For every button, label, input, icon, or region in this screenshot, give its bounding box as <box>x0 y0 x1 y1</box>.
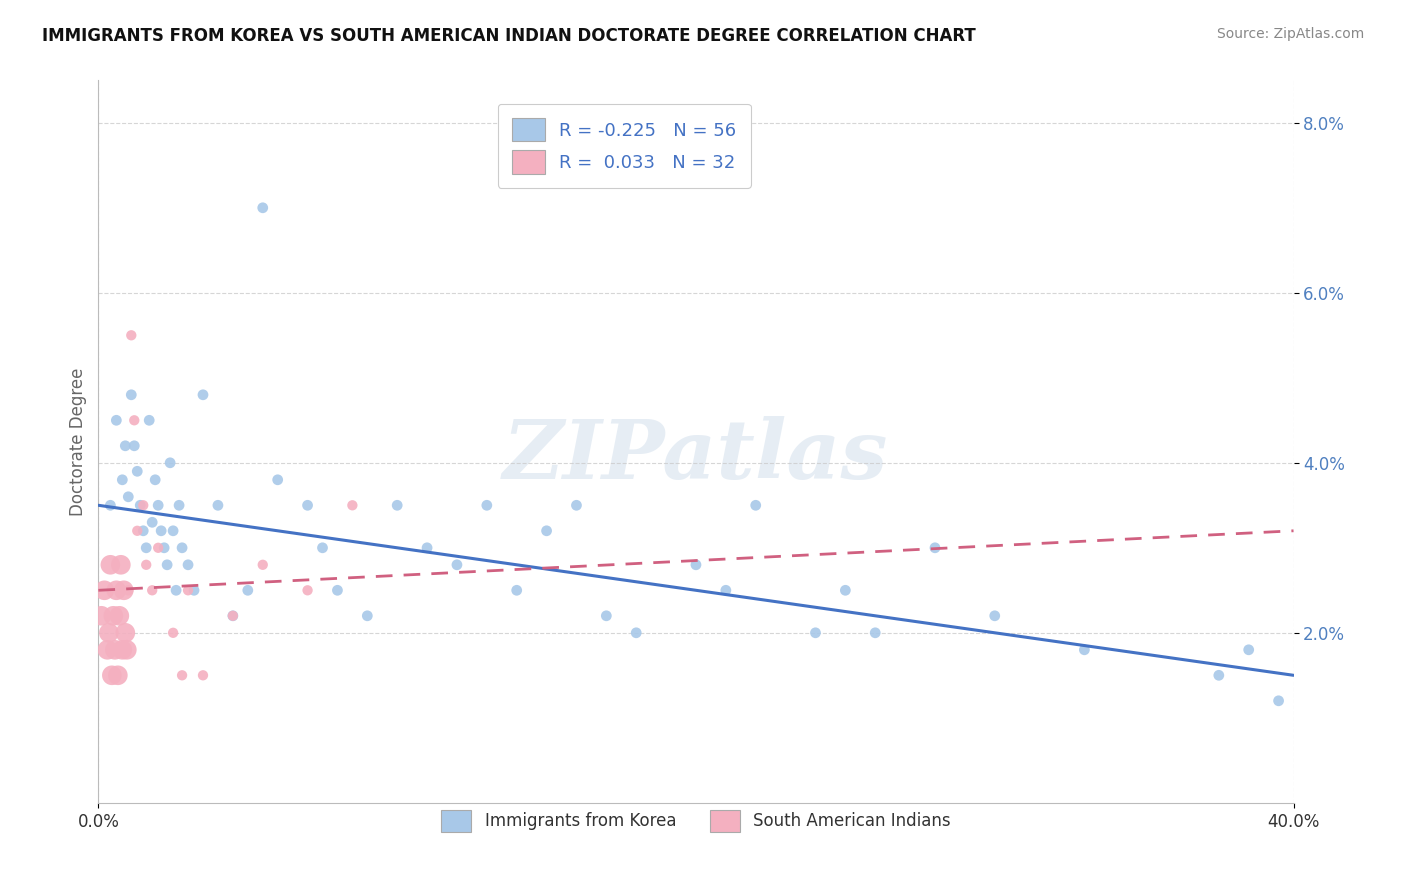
Point <box>297 583 319 598</box>
Point <box>90 608 112 623</box>
Point <box>98 498 122 512</box>
Point <box>97 625 120 640</box>
Point <box>156 558 179 572</box>
Point <box>148 541 170 555</box>
Point <box>183 583 205 598</box>
Point <box>107 668 129 682</box>
Point <box>804 625 827 640</box>
Point <box>356 608 378 623</box>
Point <box>112 583 135 598</box>
Point <box>135 558 157 572</box>
Point <box>110 558 132 572</box>
Point <box>446 558 468 572</box>
Point <box>153 541 176 555</box>
Point <box>127 524 149 538</box>
Point <box>595 608 617 623</box>
Point <box>1073 642 1095 657</box>
Point <box>834 583 856 598</box>
Point <box>141 583 163 598</box>
Point <box>172 541 194 555</box>
Point <box>120 388 142 402</box>
Point <box>165 583 187 598</box>
Point <box>416 541 439 555</box>
Point <box>222 608 245 623</box>
Y-axis label: Doctorate Degree: Doctorate Degree <box>69 368 87 516</box>
Text: ZIPatlas: ZIPatlas <box>503 416 889 496</box>
Point <box>924 541 946 555</box>
Point <box>252 201 274 215</box>
Point <box>177 558 200 572</box>
Point <box>96 642 118 657</box>
Point <box>103 608 125 623</box>
Point <box>138 413 160 427</box>
Point <box>745 498 768 512</box>
Point <box>93 583 115 598</box>
Point <box>865 625 887 640</box>
Point <box>124 413 146 427</box>
Point <box>148 498 170 512</box>
Point <box>297 498 319 512</box>
Point <box>98 558 122 572</box>
Text: Source: ZipAtlas.com: Source: ZipAtlas.com <box>1216 27 1364 41</box>
Point <box>475 498 498 512</box>
Point <box>984 608 1007 623</box>
Point <box>177 583 200 598</box>
Point <box>1267 694 1289 708</box>
Point <box>222 608 245 623</box>
Point <box>162 625 184 640</box>
Point <box>536 524 558 538</box>
Point <box>267 473 290 487</box>
Point <box>714 583 737 598</box>
Point <box>111 473 134 487</box>
Point <box>167 498 190 512</box>
Point <box>141 516 163 530</box>
Point <box>236 583 259 598</box>
Legend: Immigrants from Korea, South American Indians: Immigrants from Korea, South American In… <box>427 797 965 845</box>
Point <box>132 498 155 512</box>
Point <box>101 668 124 682</box>
Point <box>104 642 127 657</box>
Point <box>252 558 274 572</box>
Point <box>114 625 136 640</box>
Point <box>114 439 136 453</box>
Point <box>132 524 155 538</box>
Point <box>385 498 409 512</box>
Point <box>191 388 214 402</box>
Point <box>342 498 364 512</box>
Point <box>117 583 139 598</box>
Point <box>117 490 139 504</box>
Point <box>172 668 194 682</box>
Point <box>506 583 529 598</box>
Point <box>1237 642 1260 657</box>
Point <box>326 583 349 598</box>
Point <box>311 541 333 555</box>
Point <box>191 668 214 682</box>
Point <box>108 608 131 623</box>
Point <box>105 583 128 598</box>
Point <box>565 498 588 512</box>
Point <box>115 642 138 657</box>
Point <box>129 498 152 512</box>
Point <box>124 439 146 453</box>
Point <box>207 498 229 512</box>
Point <box>127 464 149 478</box>
Point <box>105 413 128 427</box>
Point <box>111 642 134 657</box>
Point <box>159 456 181 470</box>
Point <box>685 558 707 572</box>
Point <box>120 328 142 343</box>
Point <box>150 524 173 538</box>
Point <box>162 524 184 538</box>
Point <box>1208 668 1230 682</box>
Point <box>143 473 166 487</box>
Point <box>626 625 648 640</box>
Point <box>135 541 157 555</box>
Text: IMMIGRANTS FROM KOREA VS SOUTH AMERICAN INDIAN DOCTORATE DEGREE CORRELATION CHAR: IMMIGRANTS FROM KOREA VS SOUTH AMERICAN … <box>42 27 976 45</box>
